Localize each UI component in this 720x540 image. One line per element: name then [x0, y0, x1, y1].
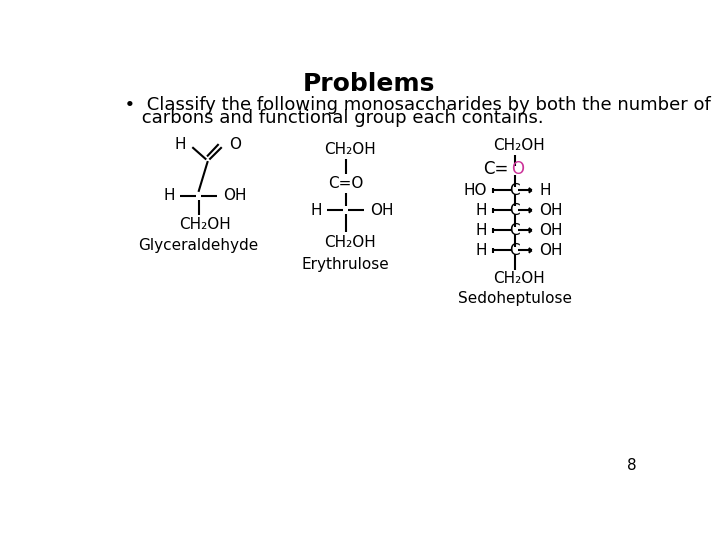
Text: CH₂OH: CH₂OH — [324, 142, 376, 157]
Text: H: H — [163, 188, 175, 203]
Text: Problems: Problems — [303, 72, 435, 96]
Text: H: H — [475, 223, 487, 238]
Text: CH₂OH: CH₂OH — [492, 138, 544, 153]
Text: CH₂OH: CH₂OH — [492, 272, 544, 286]
Text: C: C — [509, 243, 520, 258]
Text: C: C — [509, 203, 520, 218]
Text: OH: OH — [539, 223, 563, 238]
Text: OH: OH — [223, 188, 247, 203]
Text: OH: OH — [371, 203, 394, 218]
Text: HO: HO — [463, 183, 487, 198]
Text: C: C — [509, 183, 520, 198]
Text: H: H — [311, 203, 323, 218]
Text: OH: OH — [539, 243, 563, 258]
Text: C: C — [509, 223, 520, 238]
Text: C=: C= — [483, 160, 508, 178]
Text: O: O — [230, 137, 241, 152]
Text: •  Classify the following monosaccharides by both the number of: • Classify the following monosaccharides… — [113, 96, 711, 114]
Text: 8: 8 — [626, 458, 636, 473]
Text: H: H — [175, 137, 186, 152]
Text: Glyceraldehyde: Glyceraldehyde — [138, 238, 258, 253]
Text: H: H — [539, 183, 551, 198]
Text: H: H — [475, 203, 487, 218]
Text: C=O: C=O — [328, 176, 364, 191]
Text: O: O — [512, 160, 525, 178]
Text: Sedoheptulose: Sedoheptulose — [458, 292, 572, 306]
Text: Erythrulose: Erythrulose — [302, 256, 390, 272]
Text: OH: OH — [539, 203, 563, 218]
Text: H: H — [475, 243, 487, 258]
Text: CH₂OH: CH₂OH — [179, 218, 230, 232]
Text: carbons and functional group each contains.: carbons and functional group each contai… — [113, 109, 544, 127]
Text: CH₂OH: CH₂OH — [324, 235, 376, 250]
